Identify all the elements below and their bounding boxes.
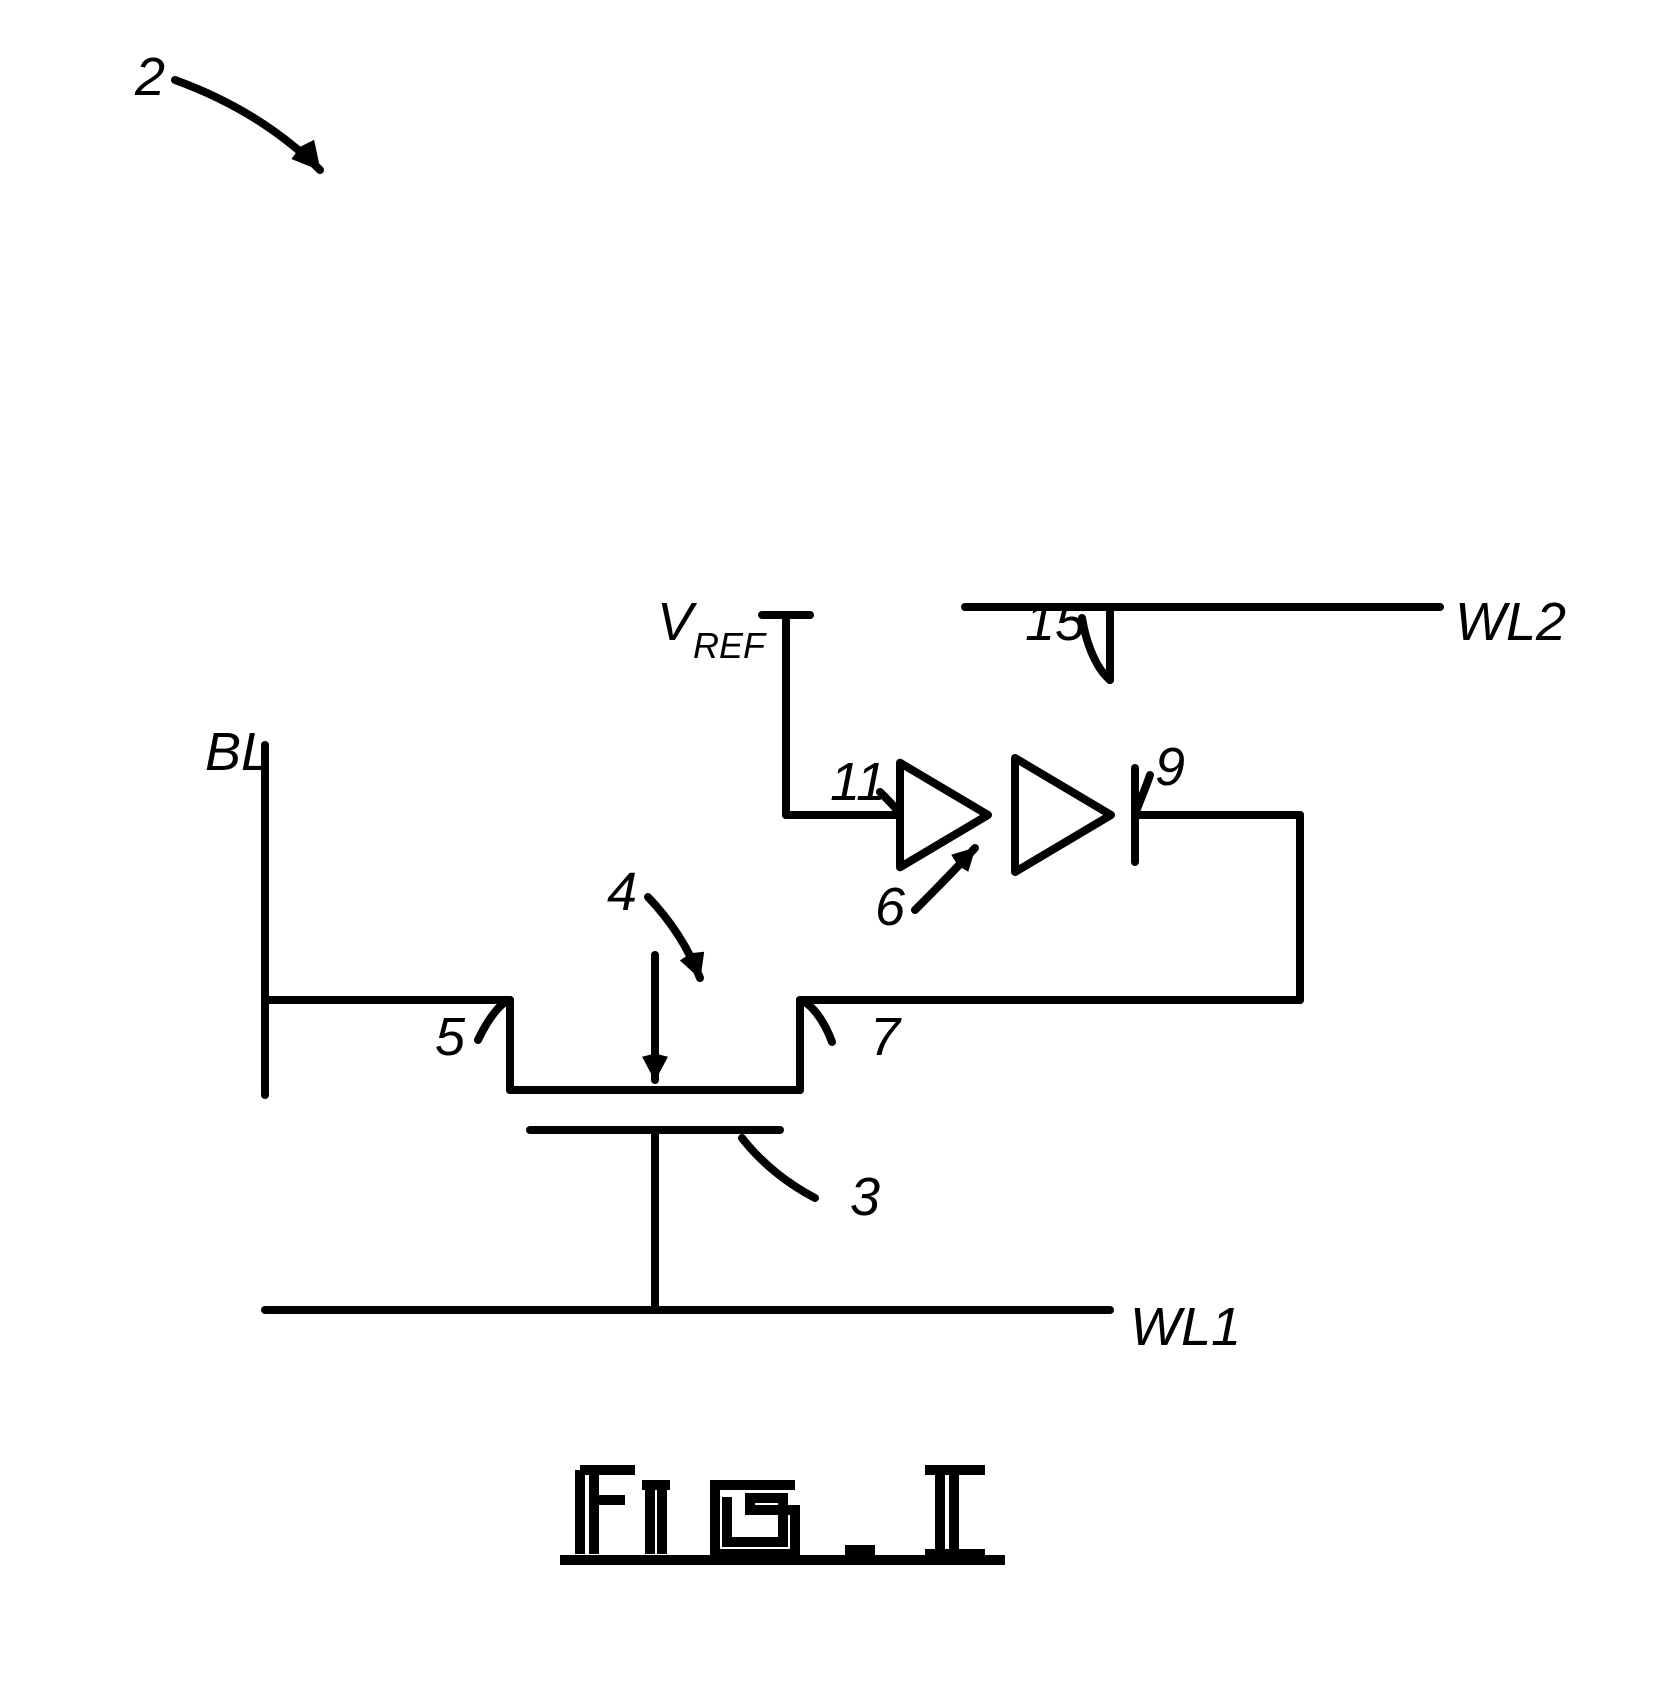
- ref-label-5: 5: [435, 1007, 466, 1067]
- ref-label-3: 3: [850, 1167, 880, 1227]
- ref-label-11: 11: [830, 752, 886, 812]
- ref-label-6: 6: [875, 877, 906, 937]
- circuit-diagram: 2 VREF WL2 BL 15 11 9 6 4 5 7 3 WL1: [0, 0, 1665, 1681]
- ref-label-2: 2: [134, 47, 165, 107]
- ref-label-7: 7: [870, 1007, 902, 1067]
- ref-label-4: 4: [607, 862, 637, 922]
- vref-ref: REF: [693, 625, 767, 666]
- bl-label: BL: [205, 722, 271, 782]
- ref-label-9: 9: [1155, 737, 1185, 797]
- ref-label-15: 15: [1025, 592, 1086, 652]
- wl1-label: WL1: [1130, 1297, 1241, 1357]
- vref-v: V: [657, 592, 698, 652]
- wl2-label: WL2: [1455, 592, 1566, 652]
